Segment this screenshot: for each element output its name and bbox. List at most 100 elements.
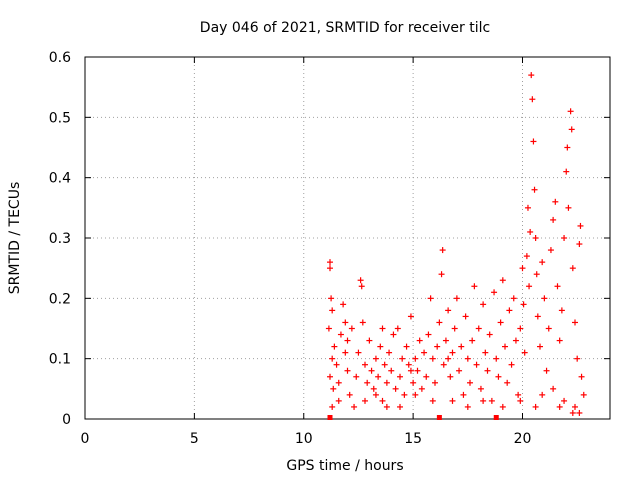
data-point — [407, 367, 414, 374]
data-point — [497, 319, 504, 326]
data-point — [418, 385, 425, 392]
data-point — [372, 355, 379, 362]
data-point — [530, 138, 537, 145]
data-point — [460, 391, 467, 398]
data-point — [362, 397, 368, 404]
x-tick-label: 0 — [81, 431, 90, 447]
data-point — [328, 295, 335, 302]
data-point — [564, 144, 571, 151]
baseline-marker — [493, 415, 499, 420]
data-point — [397, 373, 403, 380]
data-point — [576, 409, 583, 416]
data-point — [359, 319, 366, 326]
data-point — [531, 186, 538, 193]
data-point — [340, 301, 347, 308]
data-point — [379, 325, 386, 332]
data-point — [467, 379, 473, 386]
data-point — [357, 277, 364, 284]
data-point — [331, 343, 338, 350]
data-point — [327, 259, 333, 266]
y-tick-label: 0.1 — [49, 352, 71, 368]
data-point — [342, 349, 349, 356]
data-point — [438, 271, 445, 278]
data-point — [550, 216, 557, 223]
data-point — [344, 337, 351, 344]
data-point — [397, 403, 403, 410]
data-point — [561, 397, 568, 404]
data-point — [533, 271, 540, 278]
data-point — [383, 403, 390, 410]
data-point — [434, 343, 441, 350]
data-point — [329, 355, 336, 362]
data-point — [412, 391, 419, 398]
data-point — [515, 391, 522, 398]
data-series — [325, 72, 587, 420]
data-point — [574, 355, 581, 362]
data-point — [539, 391, 546, 398]
data-point — [421, 349, 428, 356]
data-point — [329, 403, 336, 410]
data-point — [477, 385, 484, 392]
data-point — [342, 319, 349, 326]
y-tick-label: 0 — [62, 412, 71, 428]
data-point — [554, 283, 561, 290]
data-point — [377, 343, 384, 350]
data-point — [325, 325, 332, 332]
data-point — [508, 361, 515, 368]
data-point — [464, 355, 471, 362]
data-point — [517, 325, 524, 332]
data-point — [480, 397, 487, 404]
data-point — [407, 313, 414, 320]
data-point — [499, 403, 506, 410]
data-point — [348, 325, 355, 332]
data-point — [414, 367, 421, 374]
data-point — [572, 403, 578, 410]
data-point — [529, 96, 536, 103]
data-point — [480, 301, 487, 308]
data-point — [327, 265, 333, 272]
data-point — [567, 108, 574, 115]
data-point — [462, 313, 469, 320]
data-point — [568, 126, 575, 133]
data-point — [383, 379, 390, 386]
baseline-marker — [327, 415, 333, 420]
data-point — [502, 343, 508, 350]
plot-frame — [84, 56, 611, 420]
data-point — [543, 367, 550, 374]
data-point — [337, 331, 344, 338]
data-point — [469, 337, 476, 344]
data-point — [388, 367, 395, 374]
data-point — [517, 397, 524, 404]
data-point — [528, 72, 535, 79]
data-point — [565, 204, 572, 211]
data-point — [537, 343, 543, 350]
data-point — [519, 265, 526, 272]
data-point — [576, 241, 583, 248]
data-point — [526, 283, 533, 290]
data-point — [464, 403, 471, 410]
data-point — [416, 337, 423, 344]
data-point — [346, 391, 353, 398]
data-point — [552, 198, 559, 205]
data-point — [394, 325, 401, 332]
data-point — [364, 379, 371, 386]
data-point — [453, 295, 460, 302]
data-point — [471, 283, 478, 290]
data-point — [333, 361, 340, 368]
x-tick-label: 10 — [295, 431, 313, 447]
data-point — [353, 373, 360, 380]
data-point — [445, 355, 452, 362]
data-point — [499, 277, 506, 284]
y-axis-label: SRMTID / TECUs — [7, 182, 23, 295]
data-point — [344, 367, 351, 374]
data-point — [451, 325, 458, 332]
data-point — [532, 403, 539, 410]
data-point — [550, 385, 557, 392]
data-point — [440, 361, 447, 368]
x-tick-label: 5 — [190, 431, 199, 447]
data-point — [510, 295, 517, 302]
data-point — [458, 343, 465, 350]
data-point — [558, 307, 565, 314]
data-point — [355, 349, 362, 356]
data-point — [580, 391, 587, 398]
